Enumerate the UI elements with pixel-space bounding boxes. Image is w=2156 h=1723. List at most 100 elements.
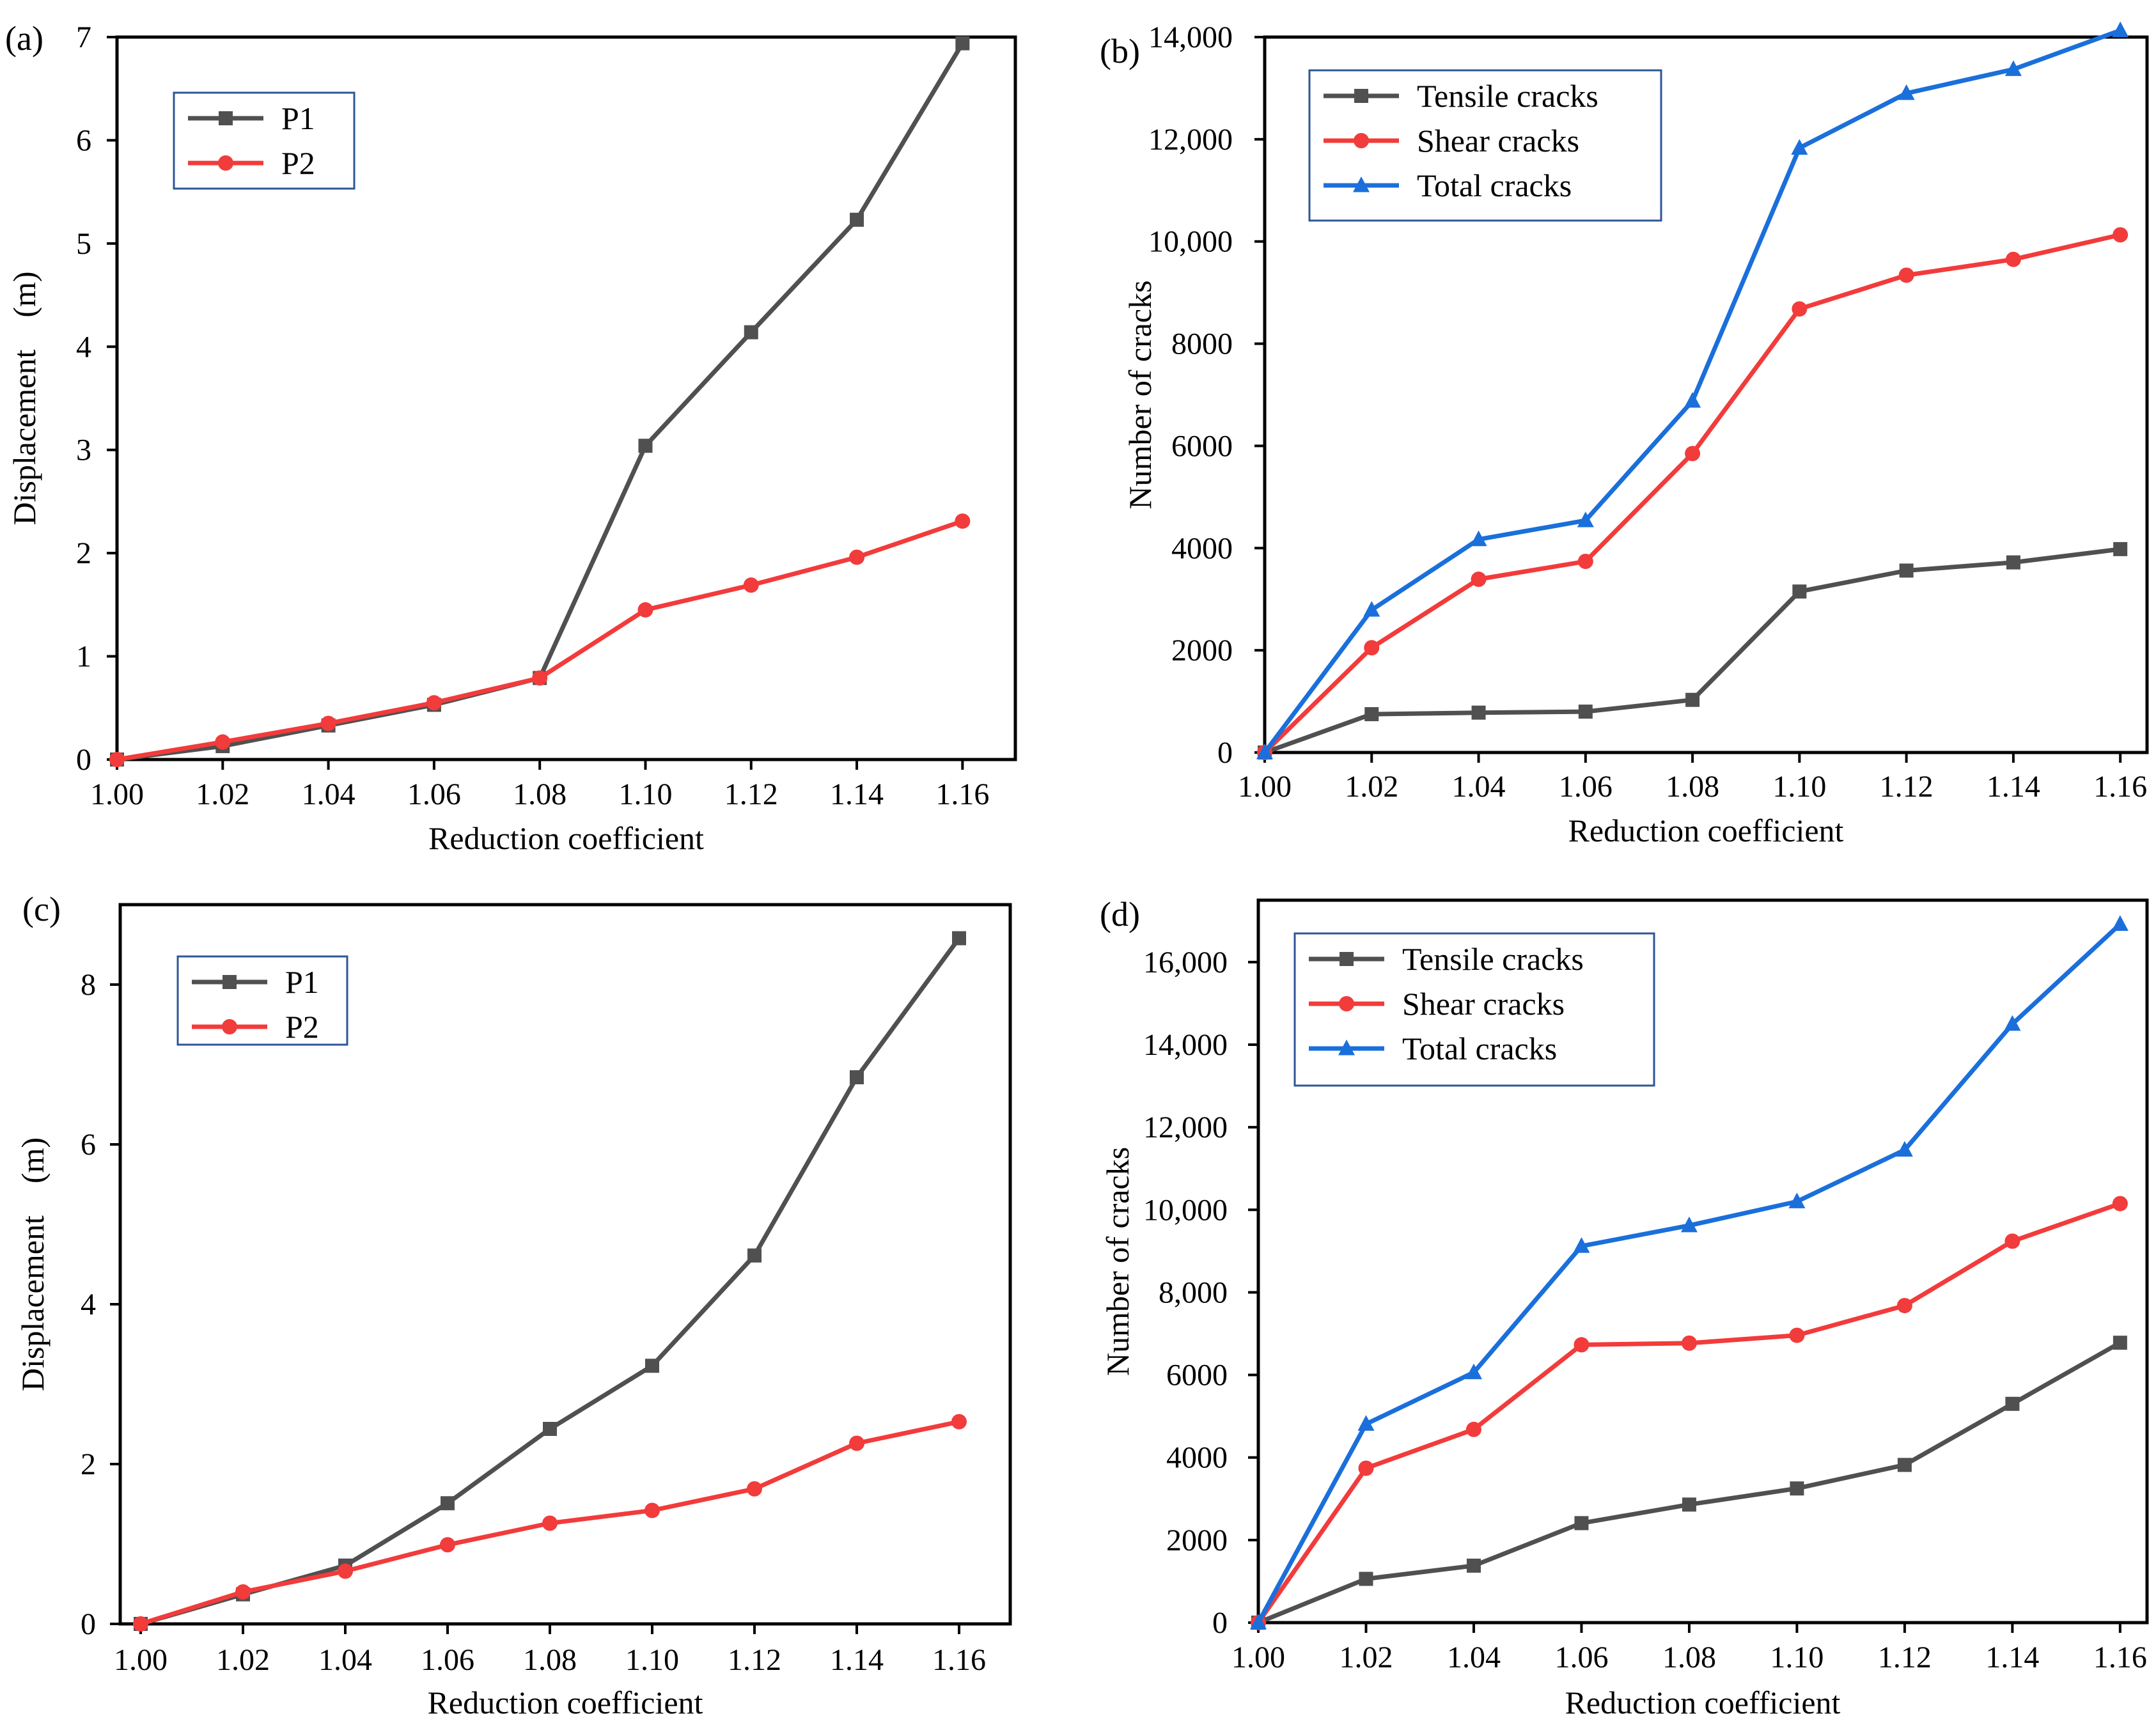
- x-tick-label: 1.12: [1880, 770, 1933, 804]
- data-point: [1471, 572, 1487, 588]
- data-point: [1685, 446, 1701, 462]
- x-tick-label: 1.00: [1231, 1641, 1285, 1674]
- x-tick-label: 1.08: [1662, 1641, 1716, 1674]
- data-point: [1573, 1237, 1590, 1253]
- y-tick-label: 0: [76, 743, 91, 777]
- plot-frame: [115, 35, 1017, 761]
- x-tick-label: 1.10: [1770, 1641, 1824, 1674]
- y-axis-label: Displacement (m): [6, 271, 42, 525]
- data-point: [1896, 1298, 1912, 1314]
- y-tick-label: 14,000: [1148, 20, 1233, 54]
- x-tick-label: 1.02: [1339, 1641, 1393, 1674]
- x-tick-label: 1.08: [1666, 770, 1719, 804]
- data-point: [952, 931, 966, 946]
- legend: Tensile cracks Shear cracks Total cracks: [1308, 69, 1662, 222]
- x-tick-label: 1.04: [302, 777, 355, 811]
- y-tick-label: 3: [76, 433, 91, 467]
- x-tick-label: 1.16: [2093, 770, 2147, 804]
- legend-item: Tensile cracks: [1309, 941, 1584, 977]
- x-tick-label: 1.00: [114, 1643, 168, 1677]
- data-point: [747, 1248, 762, 1263]
- data-point: [426, 695, 442, 711]
- data-point: [2004, 1233, 2020, 1249]
- y-axis-label: Displacement (m): [15, 1137, 51, 1391]
- series-p2: [109, 513, 971, 767]
- y-tick-label: 12,000: [1143, 1111, 1228, 1144]
- y-tick-label: 2000: [1171, 634, 1233, 667]
- x-tick-label: 1.14: [830, 777, 884, 811]
- series-shear-cracks: [1257, 227, 2129, 760]
- data-point: [1898, 267, 1914, 283]
- x-tick-label: 1.08: [513, 777, 566, 811]
- legend-label: P2: [285, 1009, 319, 1045]
- legend-item: Total cracks: [1309, 1031, 1557, 1066]
- data-point: [850, 1070, 864, 1084]
- data-point: [1250, 1614, 1267, 1630]
- legend-label: Shear cracks: [1402, 986, 1565, 1022]
- panel-label: (a): [5, 19, 43, 58]
- data-point: [543, 1422, 557, 1436]
- data-point: [849, 549, 865, 565]
- legend-item: P2: [192, 1009, 319, 1045]
- x-tick-label: 1.08: [523, 1643, 577, 1677]
- series-shear-cracks: [1251, 1196, 2128, 1630]
- data-point: [850, 212, 864, 227]
- legend-item: Shear cracks: [1324, 123, 1579, 159]
- data-point: [645, 1359, 659, 1373]
- y-tick-label: 8: [81, 968, 96, 1002]
- series-line: [1263, 547, 2121, 755]
- data-point: [638, 439, 653, 453]
- legend-marker: [1354, 133, 1369, 148]
- data-point: [1470, 530, 1487, 547]
- y-tick-label: 14,000: [1143, 1028, 1228, 1062]
- data-point: [1357, 1415, 1375, 1431]
- series-p2: [133, 1414, 967, 1632]
- x-tick-label: 1.12: [724, 777, 778, 811]
- y-tick-label: 6: [81, 1128, 96, 1162]
- series-line: [116, 518, 964, 762]
- data-point: [1896, 1141, 1913, 1157]
- legend-marker: [1340, 952, 1354, 966]
- legend-box: [176, 955, 348, 1046]
- y-tick-label: 1: [76, 640, 91, 674]
- data-point: [1465, 1421, 1481, 1437]
- legend-label: Shear cracks: [1417, 123, 1579, 159]
- x-tick-label: 1.16: [2093, 1641, 2147, 1674]
- data-point: [1358, 1460, 1374, 1476]
- y-tick-label: 16,000: [1143, 946, 1228, 979]
- data-point: [849, 1435, 864, 1451]
- y-tick-label: 0: [1212, 1606, 1228, 1640]
- y-tick-label: 6: [76, 123, 91, 157]
- legend-marker: [219, 111, 233, 125]
- data-point: [1682, 1497, 1696, 1512]
- x-tick-label: 1.02: [1345, 770, 1398, 804]
- data-point: [1792, 301, 1808, 317]
- data-point: [215, 734, 231, 750]
- plot-frame: [118, 903, 1012, 1626]
- x-axis-label: Reduction coefficient: [428, 1685, 703, 1720]
- data-point: [1256, 744, 1273, 760]
- x-tick-label: 1.04: [1447, 1641, 1501, 1674]
- data-point: [1364, 640, 1380, 656]
- legend-box: [173, 91, 355, 190]
- data-point: [1680, 1216, 1698, 1233]
- legend-item: Tensile cracks: [1324, 78, 1598, 114]
- legend-label: Total cracks: [1417, 168, 1572, 203]
- data-point: [2112, 1196, 2128, 1212]
- y-tick-label: 8000: [1171, 327, 1233, 361]
- data-point: [743, 577, 759, 593]
- x-tick-label: 1.06: [1554, 1641, 1608, 1674]
- data-point: [338, 1563, 353, 1579]
- y-tick-label: 5: [76, 227, 91, 261]
- data-point: [1471, 705, 1486, 720]
- series-tensile-cracks: [1251, 1336, 2127, 1630]
- data-point: [1465, 1363, 1482, 1380]
- legend-item: P1: [188, 100, 315, 136]
- y-axis-label: Number of cracks: [1100, 1147, 1136, 1376]
- data-point: [440, 1537, 455, 1553]
- data-point: [235, 1584, 251, 1600]
- legend-marker: [1338, 1040, 1355, 1056]
- panel-label: (c): [22, 890, 61, 928]
- data-point: [1897, 1458, 1912, 1472]
